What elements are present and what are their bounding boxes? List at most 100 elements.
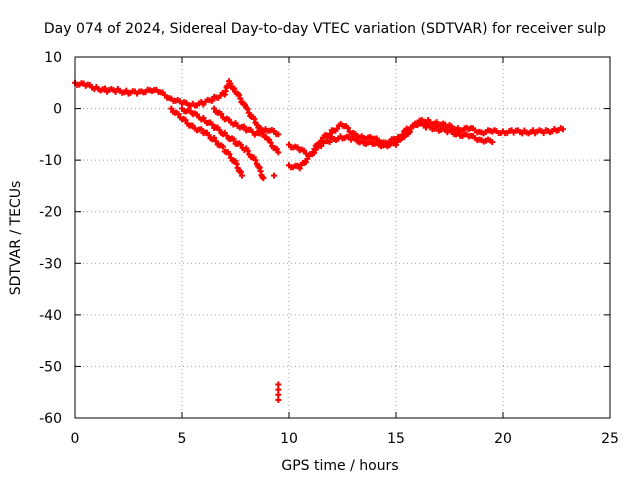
data-point-main-track (114, 88, 117, 95)
data-point-branch-2 (238, 140, 241, 147)
data-point-branch-2 (195, 111, 198, 118)
data-point-branch-2 (239, 141, 242, 148)
data-point-late-lower-track (412, 122, 415, 129)
data-point-late-track (403, 133, 406, 140)
y-tick-label: 0 (53, 102, 62, 118)
data-point-late-track (375, 135, 378, 142)
data-point-main-track (110, 85, 113, 92)
data-point-main-track (200, 99, 203, 106)
data-point-main-track (229, 80, 232, 87)
data-point-late-track (553, 125, 556, 132)
data-point-branch-3 (222, 114, 225, 121)
data-point-main-track (277, 149, 280, 156)
x-tick-label: 0 (71, 431, 80, 447)
data-point-late-track (407, 130, 410, 137)
data-point-late-track (420, 116, 423, 123)
data-point-late-lower-track (322, 140, 325, 147)
data-point-late-track (292, 164, 295, 171)
data-point-late-lower-track (343, 134, 346, 141)
data-point-main-track (189, 102, 192, 109)
data-point-branch-2 (259, 168, 262, 175)
data-point-late-track (542, 130, 545, 137)
data-point-branch-2 (254, 157, 257, 164)
data-point-late-lower-track (439, 126, 442, 133)
data-point-late-lower-track (307, 152, 310, 159)
data-point-branch-3 (277, 131, 280, 138)
data-point-branch-1 (175, 109, 178, 116)
data-point-main-track (133, 88, 136, 95)
data-point-branch-2 (211, 121, 214, 128)
data-point-branch-2 (198, 114, 201, 121)
data-point-late-track (495, 128, 498, 135)
data-point-main-track (202, 101, 205, 108)
data-point-late-track (484, 128, 487, 135)
data-point-late-lower-track (491, 139, 494, 146)
data-point-branch-3 (273, 128, 276, 135)
data-point-branch-1 (226, 149, 229, 156)
data-point-late-lower-track (384, 142, 387, 149)
data-point-late-track (529, 128, 532, 135)
data-point-isolated (277, 381, 280, 388)
data-point-late-lower-track (354, 136, 357, 143)
data-point-late-lower-track (288, 141, 290, 148)
data-point-late-track (339, 120, 342, 127)
data-point-late-track (461, 127, 464, 134)
axis-ticks: 0 5 10 15 20 25 10 0 -10 -20 -30 -40 -50 -60 (39, 50, 619, 447)
y-tick-label: 10 (44, 50, 62, 66)
data-point-main-track (204, 98, 207, 105)
data-point-late-track (427, 117, 430, 124)
data-point-branch-2 (181, 105, 183, 112)
data-point-isolated (273, 172, 276, 179)
data-point-late-lower-track (457, 130, 460, 137)
data-point-late-lower-track (330, 134, 333, 141)
data-point-late-lower-track (433, 125, 436, 132)
data-point-main-track (99, 87, 102, 94)
data-point-branch-1 (200, 126, 203, 133)
data-point-branch-3 (264, 126, 267, 133)
data-point-late-track (300, 161, 303, 168)
data-point-late-lower-track (409, 125, 412, 132)
data-point-main-track (259, 125, 262, 132)
data-point-branch-1 (228, 151, 231, 158)
data-point-late-lower-track (392, 140, 395, 147)
data-point-main-track (210, 97, 213, 104)
data-point-late-lower-track (312, 150, 315, 157)
data-point-late-track (519, 129, 522, 136)
data-point-branch-2 (204, 118, 207, 125)
data-point-branch-3 (214, 108, 217, 115)
data-point-branch-2 (216, 124, 219, 131)
data-point-main-track (82, 80, 85, 87)
data-point-late-lower-track (311, 151, 314, 158)
data-point-branch-1 (184, 117, 187, 124)
data-point-late-lower-track (489, 137, 492, 144)
data-point-branch-2 (193, 110, 196, 117)
x-tick-label: 5 (178, 431, 187, 447)
data-point-late-track (321, 134, 324, 141)
data-point-branch-3 (213, 105, 216, 112)
data-point-late-lower-track (444, 126, 447, 133)
data-point-branch-1 (170, 105, 173, 112)
data-point-late-lower-track (427, 122, 430, 129)
data-point-isolated (277, 386, 280, 393)
data-point-main-track (255, 121, 258, 128)
data-point-late-track (540, 128, 543, 135)
data-point-main-track (253, 115, 256, 122)
data-point-late-track (467, 126, 470, 133)
data-point-branch-1 (236, 164, 239, 171)
data-point-late-lower-track (420, 120, 423, 127)
data-point-late-lower-track (369, 139, 372, 146)
data-point-isolated (277, 391, 280, 398)
data-point-late-track (329, 131, 332, 138)
data-point-main-track (219, 92, 222, 99)
data-point-branch-2 (246, 147, 249, 154)
data-point-late-lower-track (377, 141, 380, 148)
data-point-late-track (429, 119, 432, 126)
data-point-main-track (178, 98, 181, 105)
data-point-late-lower-track (337, 135, 340, 142)
data-point-late-track (512, 129, 515, 136)
data-point-late-lower-track (375, 140, 378, 147)
data-point-late-track (516, 127, 519, 134)
data-point-late-lower-track (465, 131, 468, 138)
data-point-branch-1 (229, 154, 232, 161)
data-point-main-track (221, 89, 224, 96)
